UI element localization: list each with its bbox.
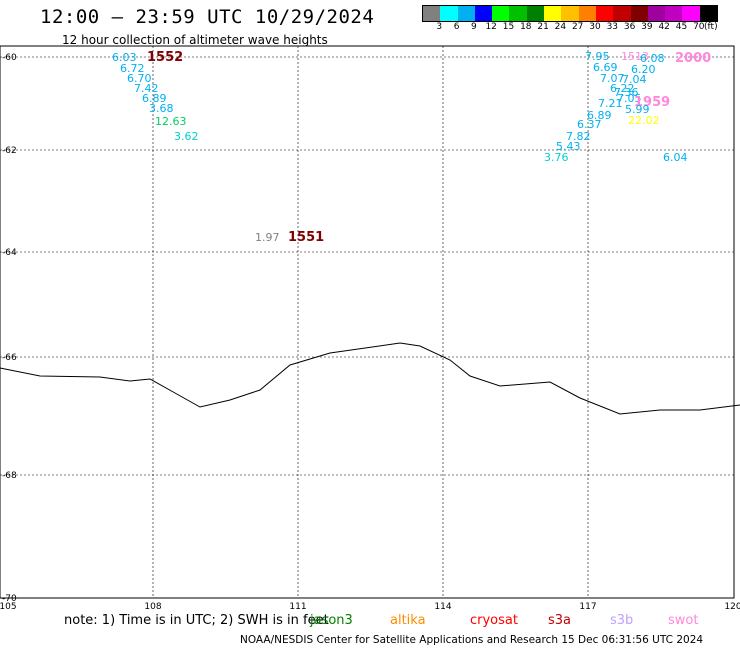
colorbar-cell [699,6,718,21]
observation-value: 6.70 [127,72,152,85]
latitude-label: -60 [2,53,17,63]
observation-value: 6.89 [587,109,612,122]
colorbar-cell [647,6,666,21]
observation-value: 1.97 [255,231,280,244]
observation-value: 3.76 [544,151,569,164]
colorbar-label: 18 [520,22,532,32]
map-subtitle: 12 hour collection of altimeter wave hei… [62,33,328,47]
colorbar-label: 45 [675,22,688,32]
observation-value: 6.37 [577,118,602,131]
observation-value: 7.42 [134,82,159,95]
longitude-label: 120 [724,602,740,610]
observation-value: 1552 [147,50,183,65]
colorbar-label: 6 [453,22,460,32]
colorbar-label: 21 [537,22,549,32]
observation-value: 2000 [675,51,711,66]
colorbar-label: 15 [502,22,515,32]
observation-value: 6.04 [663,151,688,164]
latitude-label: -64 [2,248,17,258]
observation-value: 7.04 [622,73,647,86]
colorbar-cell [526,6,545,21]
observation-value: 6.72 [120,62,145,75]
longitude-label: 111 [289,602,306,610]
observation-value: 6.03 [112,51,137,64]
observation-value: 22.02 [628,114,660,127]
colorbar-cell [561,6,579,21]
colorbar-cell [665,6,683,21]
coastline-line [0,342,740,415]
observation-value: 7.07 [600,72,625,85]
observation-value: 3.68 [149,102,174,115]
observation-value: 1551 [288,230,324,245]
longitude-label: 114 [434,602,451,610]
observation-value: 1959 [634,95,670,110]
latitude-label: -68 [2,471,17,481]
graticule [0,45,735,599]
observation-value: 1513 [621,50,649,63]
wave-height-observations: 6.03 15526.726.707.426.893.6812.633.621.9… [112,50,711,245]
colorbar-cell [595,6,614,21]
map-frame [0,45,735,599]
colorbar-label: 70 [693,22,705,32]
observation-value: 3.62 [174,130,199,143]
wave-height-colorbar [422,5,719,22]
observation-value: 7.95 [585,50,610,63]
satellite-cryosat: cryosat [470,613,518,628]
longitude-label: 117 [579,602,596,610]
colorbar-label: 36 [623,22,636,32]
colorbar-cell [474,6,493,21]
coastline [0,342,740,415]
latitude-label: -66 [2,353,17,363]
observation-value: 5.43 [556,140,581,153]
observation-value: 6.22 [610,82,635,95]
colorbar-cell [630,6,648,21]
colorbar-label: 9 [471,22,477,32]
observation-value: 7.05 [617,92,642,105]
colorbar-cell [682,6,700,21]
satellite-swot: swot [668,613,699,628]
satellite-s3b: s3b [610,613,634,628]
observation-value: 6.20 [631,63,656,76]
latitude-label: -62 [2,146,17,156]
longitude-label: 105 [0,602,17,610]
map-title: 12:00 – 23:59 UTC 10/29/2024 [40,6,375,28]
colorbar-label: 24 [554,22,567,32]
satellite-s3a: s3a [548,613,572,628]
colorbar-label: 27 [571,22,584,32]
colorbar-label: 30 [589,22,601,32]
observation-value: 12.63 [155,115,187,128]
colorbar-cell [440,6,458,21]
colorbar-label: (ft) [704,22,718,32]
observation-value: 6.69 [593,61,618,74]
colorbar-cell [578,6,596,21]
observation-value: 5.99 [625,103,650,116]
observation-value: 6.08 [640,52,665,65]
colorbar-label: 3 [436,22,443,32]
colorbar-cell [492,6,510,21]
satellite-altika: altika [390,613,426,628]
satellite-jason3: jason3 [310,613,353,628]
observation-value: 7.36 [614,86,639,99]
observation-value: 7.82 [566,130,591,143]
footer-note: note: 1) Time is in UTC; 2) SWH is in fe… [64,613,329,628]
observation-value: 6.89 [142,92,167,105]
colorbar-cell [423,6,441,21]
colorbar-labels: 3 6 9 12 15 18 21 24 27 30 33 36 39 42 45 70 (ft) [422,22,740,34]
colorbar-cell [509,6,527,21]
colorbar-cell [613,6,631,21]
colorbar-label: 42 [658,22,670,32]
colorbar-label: 39 [641,22,653,32]
colorbar-label: 12 [485,22,497,32]
colorbar-cell [457,6,475,21]
credit-line: NOAA/NESDIS Center for Satellite Applica… [240,634,704,646]
colorbar-cell [544,6,562,21]
longitude-label: 108 [144,602,161,610]
colorbar-label: 33 [606,22,619,32]
latitude-label: -70 [2,594,17,604]
observation-value: 7.21 [598,97,623,110]
